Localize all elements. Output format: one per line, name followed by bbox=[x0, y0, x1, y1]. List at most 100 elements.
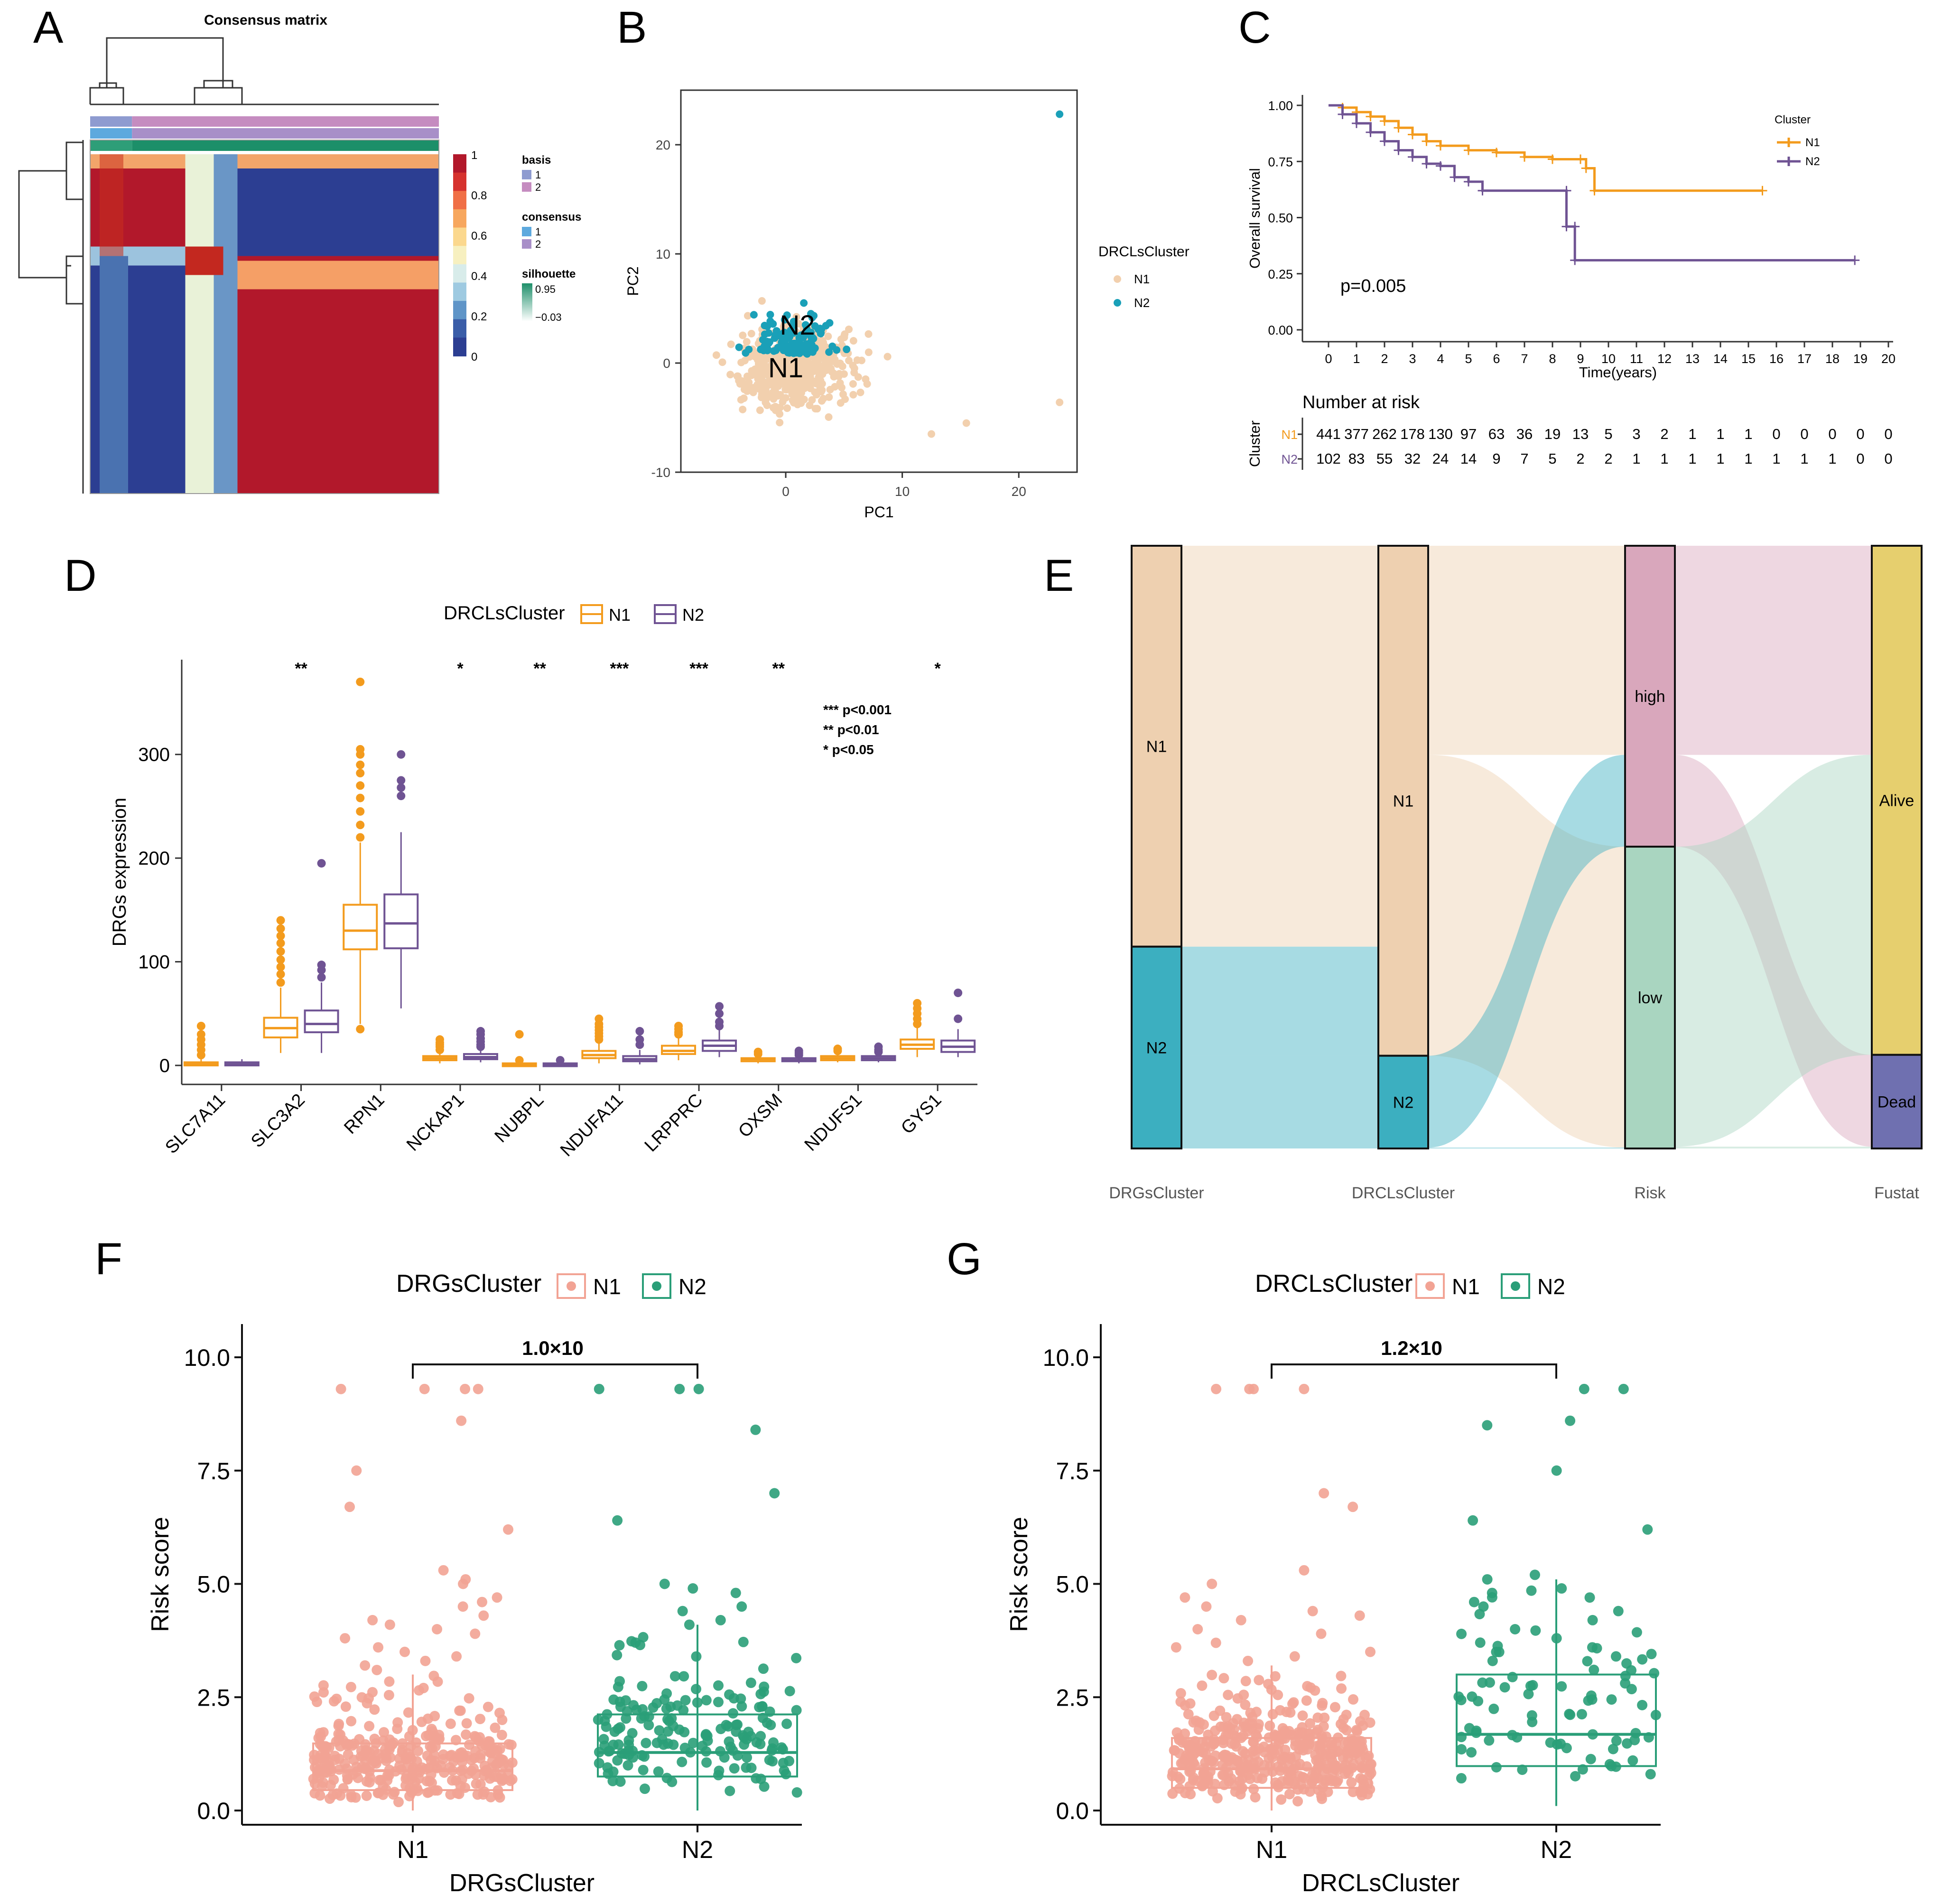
jitter-point bbox=[741, 1762, 752, 1773]
jitter-point bbox=[457, 1601, 468, 1612]
jitter-point bbox=[492, 1592, 502, 1603]
x-tick-label: 2 bbox=[1381, 352, 1388, 366]
jitter-point bbox=[1180, 1788, 1190, 1799]
legend-label: −0.03 bbox=[535, 311, 562, 323]
point-n1 bbox=[798, 373, 806, 381]
colorbar-tick-label: 0.8 bbox=[471, 189, 487, 202]
point-n1 bbox=[827, 364, 835, 373]
point-n1 bbox=[765, 363, 773, 371]
jitter-point bbox=[362, 1698, 372, 1708]
jitter-point bbox=[643, 1720, 654, 1731]
jitter-point bbox=[422, 1787, 433, 1798]
censor-mark bbox=[1520, 152, 1529, 162]
y-axis-label: DRGs expression bbox=[109, 798, 130, 946]
risk-count: 32 bbox=[1404, 450, 1421, 467]
jitter-point bbox=[688, 1583, 698, 1594]
point-n1 bbox=[739, 405, 747, 413]
jitter-point bbox=[678, 1705, 689, 1716]
jitter-point bbox=[1244, 1718, 1255, 1729]
heatmap-stripe bbox=[185, 246, 223, 275]
point-n2 bbox=[759, 336, 767, 344]
risk-count: 13 bbox=[1572, 426, 1589, 442]
outlier-point bbox=[356, 821, 365, 830]
jitter-point bbox=[1250, 1792, 1261, 1803]
jitter-point bbox=[1482, 1420, 1493, 1431]
point-n1 bbox=[826, 386, 834, 394]
jitter-point bbox=[1297, 1710, 1308, 1721]
y-tick-label: 20 bbox=[656, 138, 670, 152]
outlier-point bbox=[356, 1025, 365, 1034]
legend-title: DRCLsCluster bbox=[1255, 1270, 1413, 1297]
outlier-point bbox=[276, 955, 285, 964]
outlier-point bbox=[196, 1030, 205, 1039]
jitter-point bbox=[674, 1383, 685, 1394]
box bbox=[1171, 1737, 1372, 1789]
jitter-point bbox=[1236, 1615, 1246, 1625]
jitter-point bbox=[791, 1705, 802, 1716]
alluvial-node bbox=[1377, 1055, 1429, 1150]
jitter-point bbox=[319, 1767, 330, 1778]
alluvial-flow bbox=[1181, 946, 1378, 1056]
x-tick-label: RPN1 bbox=[340, 1090, 388, 1138]
jitter-point bbox=[1360, 1752, 1371, 1763]
jitter-point bbox=[1585, 1754, 1596, 1764]
outlier-point bbox=[1056, 110, 1064, 118]
jitter-point bbox=[1507, 1671, 1518, 1682]
legend-swatch bbox=[1415, 1273, 1445, 1299]
point-n2 bbox=[750, 311, 758, 319]
outlier-point bbox=[954, 1014, 963, 1023]
top-dendrogram bbox=[89, 37, 439, 105]
outlier-point bbox=[276, 962, 285, 971]
censor-mark bbox=[1850, 255, 1860, 265]
jitter-point bbox=[1351, 1725, 1362, 1736]
jitter-point bbox=[1587, 1615, 1598, 1625]
jitter-point bbox=[1299, 1565, 1310, 1576]
point-n2 bbox=[783, 342, 791, 350]
significance-mark: ** bbox=[533, 660, 546, 678]
jitter-point bbox=[1289, 1651, 1300, 1662]
jitter-point bbox=[755, 1738, 766, 1749]
jitter-point bbox=[345, 1681, 356, 1692]
legend-swatch-point bbox=[567, 1281, 576, 1291]
outlier-point bbox=[356, 833, 365, 842]
significance-mark: * bbox=[935, 660, 941, 678]
jitter-point bbox=[1587, 1694, 1598, 1705]
y-tick-label: 10.0 bbox=[1043, 1344, 1089, 1371]
point-n1 bbox=[758, 297, 766, 305]
jitter-point bbox=[1565, 1415, 1576, 1426]
jitter-point bbox=[1316, 1746, 1327, 1757]
outlier-point bbox=[276, 939, 285, 948]
dendrogram-branch bbox=[18, 170, 66, 279]
jitter-point bbox=[367, 1615, 378, 1625]
point-n1 bbox=[763, 391, 771, 399]
alluvial-node-label: N2 bbox=[1393, 1093, 1413, 1111]
jitter-point bbox=[438, 1565, 449, 1576]
point-n1 bbox=[841, 395, 849, 403]
jitter-point bbox=[659, 1694, 670, 1705]
jitter-point bbox=[1273, 1689, 1283, 1700]
risk-count: 83 bbox=[1348, 450, 1365, 467]
risk-count: 0 bbox=[1828, 426, 1836, 442]
point-n2 bbox=[745, 345, 753, 354]
censor-mark bbox=[1576, 154, 1585, 164]
jitter-point bbox=[637, 1680, 648, 1691]
alluvial-node-label: N1 bbox=[1146, 737, 1167, 756]
heatmap-stripe bbox=[185, 154, 214, 494]
point-n1 bbox=[795, 386, 803, 394]
point-n1 bbox=[849, 380, 857, 388]
legend-label: 0.95 bbox=[535, 283, 556, 295]
jitter-point bbox=[340, 1633, 351, 1644]
risk-count: 3 bbox=[1632, 426, 1640, 442]
jitter-point bbox=[461, 1729, 472, 1740]
jitter-point bbox=[677, 1605, 688, 1616]
jitter-point bbox=[1618, 1383, 1629, 1394]
x-tick-label: N2 bbox=[1541, 1836, 1572, 1864]
censor-mark bbox=[1570, 255, 1580, 265]
censor-mark bbox=[1380, 116, 1389, 126]
legend-label: N2 bbox=[682, 605, 704, 625]
jitter-point bbox=[1478, 1601, 1489, 1612]
y-tick-label: 100 bbox=[138, 952, 170, 973]
outlier-point bbox=[515, 1056, 524, 1065]
outlier-point bbox=[276, 916, 285, 925]
jitter-point bbox=[1589, 1664, 1599, 1675]
